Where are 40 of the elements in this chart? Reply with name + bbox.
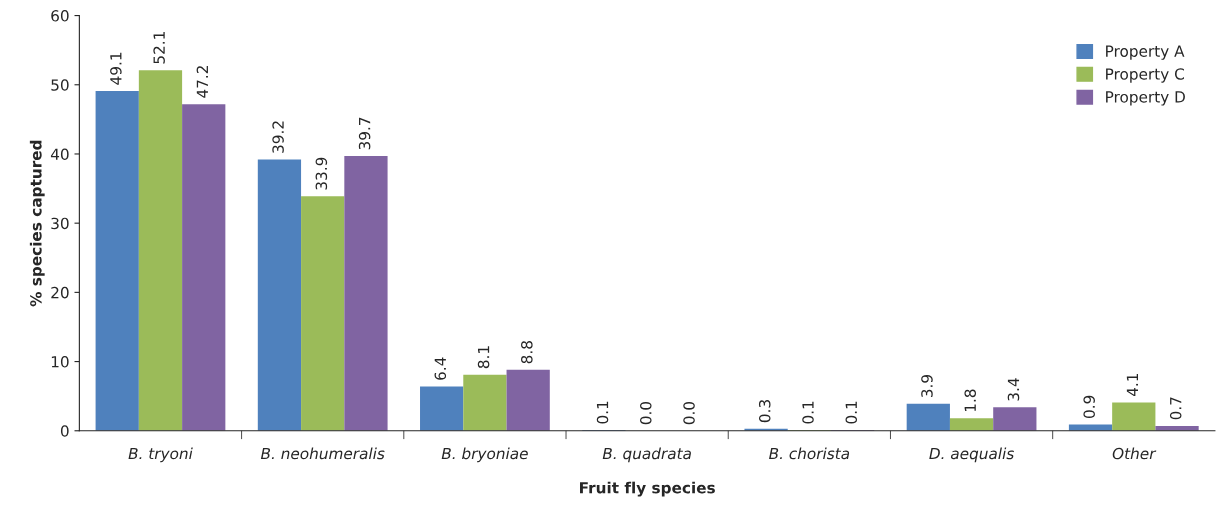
text: 0.7 [1169,397,1182,420]
x-axis-title: Fruit fly species [580,481,715,497]
text: 49.1 [110,52,122,85]
text: 8.8 [521,341,533,364]
legend-label: Property D [1106,91,1185,106]
text: 33.9 [315,157,328,190]
text: 4.1 [1126,373,1138,397]
legend-label: Property C [1106,68,1184,83]
text: 0.9 [1083,395,1095,418]
text: 0.1 [802,401,814,424]
y-tick-label: 0 [60,425,69,437]
text: 0.0 [683,401,695,425]
x-tick-label: B. neohumeralis [260,447,385,460]
y-tick-label: 40 [50,148,69,160]
text: 0.3 [758,400,771,423]
text: 0.1 [845,401,858,424]
x-tick-label: Other [1112,447,1157,460]
legend-label: Property A [1106,45,1185,60]
y-axis-title: % species captured [29,140,45,307]
text: 6.4 [434,357,447,380]
text: 1.8 [964,389,976,412]
text: 52.1 [153,32,165,64]
y-tick-label: 10 [51,356,69,368]
y-tick-label: 20 [51,286,69,299]
text: 3.4 [1007,378,1020,401]
x-tick-label: B. bryoniae [441,447,528,463]
x-tick-label: B. quadrata [602,447,691,463]
text: 3.9 [921,375,933,398]
text: 0.1 [596,401,609,424]
y-tick-label: 60 [51,10,69,22]
text: 0.0 [640,401,652,425]
x-tick-label: B. chorista [769,447,850,460]
text: 8.1 [477,346,490,369]
x-tick-label: D. aequalis [929,447,1014,463]
y-tick-label: 50 [51,79,69,91]
y-tick-label: 30 [51,217,69,230]
text: 47.2 [196,66,208,98]
x-tick-label: B. tryoni [128,447,193,463]
text: 39.2 [272,121,284,153]
text: 39.7 [358,117,371,150]
